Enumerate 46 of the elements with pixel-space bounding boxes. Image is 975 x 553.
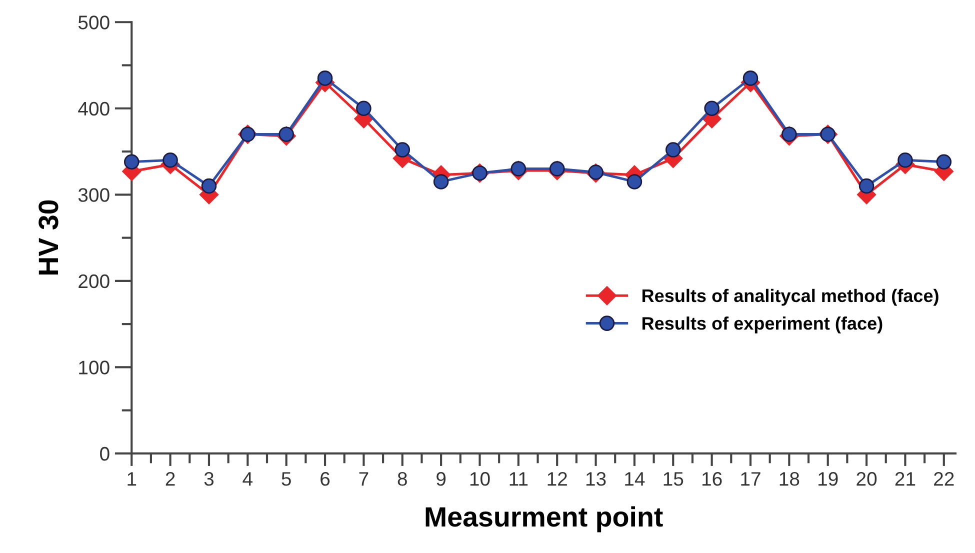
point — [704, 100, 720, 116]
x-tick-label: 6 — [320, 472, 330, 486]
x-tick-label: 11 — [510, 472, 528, 486]
y-axis-title: HV 30 — [38, 200, 58, 275]
point — [162, 152, 178, 168]
point — [394, 142, 410, 158]
x-tick-label: 9 — [436, 472, 446, 486]
y-tick-label: 100 — [79, 360, 110, 374]
point — [626, 174, 642, 190]
x-tick-label: 8 — [398, 472, 407, 486]
legend-label: Results of experiment (face) — [642, 316, 882, 334]
point — [742, 70, 758, 86]
x-tick-label: 13 — [586, 472, 606, 486]
x-tick-label: 17 — [741, 472, 760, 486]
point — [124, 154, 140, 170]
y-tick-label: 200 — [78, 274, 110, 288]
x-tick-label: 2 — [166, 472, 175, 486]
x-tick-label: 21 — [895, 472, 916, 486]
point — [317, 70, 333, 86]
x-tick-label: 12 — [548, 472, 567, 486]
x-tick-label: 1 — [128, 472, 136, 486]
x-tick-label: 5 — [282, 472, 291, 486]
x-tick-label: 4 — [242, 472, 252, 486]
y-tick-label: 300 — [78, 188, 110, 202]
y-tick-label: 400 — [78, 102, 110, 116]
x-tick-label: 20 — [856, 472, 877, 486]
point — [858, 178, 874, 194]
point — [356, 100, 372, 116]
x-tick-label: 15 — [664, 472, 684, 486]
y-tick-label: 500 — [78, 16, 110, 30]
point — [201, 178, 217, 194]
x-tick-label: 22 — [934, 472, 954, 486]
point — [936, 154, 952, 170]
x-tick-label: 7 — [359, 472, 368, 486]
x-tick-label: 10 — [470, 472, 490, 486]
x-tick-label: 18 — [780, 472, 800, 486]
x-tick-label: 3 — [204, 472, 214, 486]
y-tick-label: 0 — [100, 446, 110, 461]
x-tick-label: 14 — [625, 472, 645, 486]
point — [898, 152, 913, 168]
x-tick-label: 19 — [818, 472, 838, 486]
point — [433, 174, 449, 190]
legend-label: Results of analitycal method (face) — [642, 288, 938, 306]
point — [666, 142, 681, 158]
x-tick-label: 16 — [702, 472, 722, 486]
x-axis-title: Measurment point — [426, 506, 663, 532]
